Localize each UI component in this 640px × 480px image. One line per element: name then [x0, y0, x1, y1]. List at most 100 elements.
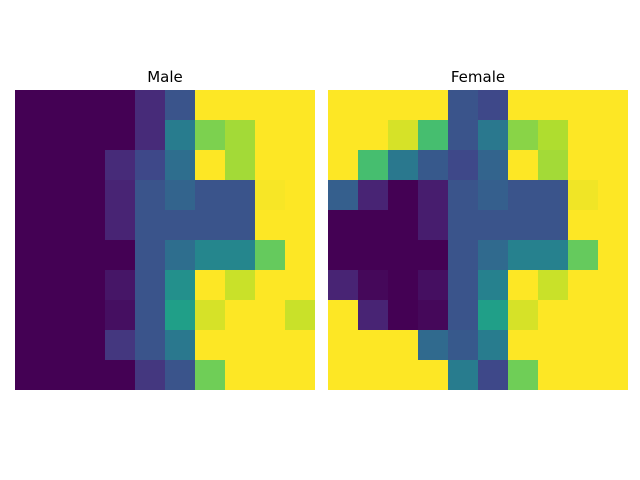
heatmap-cell-9-8 — [255, 360, 286, 390]
heatmap-cell-3-2 — [75, 180, 106, 211]
heatmap-cell-6-1 — [358, 270, 389, 301]
heatmap-cell-4-3 — [418, 210, 449, 241]
heatmap-cell-5-0 — [15, 240, 46, 271]
heatmap-cell-9-9 — [285, 360, 315, 390]
heatmap-cell-1-9 — [598, 120, 628, 151]
heatmap-cell-6-1 — [45, 270, 76, 301]
heatmap-cell-1-1 — [45, 120, 76, 151]
heatmap-cell-9-7 — [225, 360, 256, 390]
heatmap-cell-0-2 — [75, 90, 106, 121]
heatmap-cell-2-7 — [538, 150, 569, 181]
heatmap-cell-6-4 — [448, 270, 479, 301]
heatmap-cell-0-6 — [508, 90, 539, 121]
heatmap-cell-4-4 — [448, 210, 479, 241]
heatmap-cell-7-2 — [388, 300, 419, 331]
heatmap-cell-3-5 — [165, 180, 196, 211]
heatmap-cell-2-2 — [388, 150, 419, 181]
heatmap-cell-6-2 — [388, 270, 419, 301]
heatmap-cell-2-5 — [478, 150, 509, 181]
heatmap-cell-7-4 — [448, 300, 479, 331]
heatmap-cell-8-1 — [358, 330, 389, 361]
heatmap-cell-2-9 — [598, 150, 628, 181]
heatmap-cell-6-6 — [195, 270, 226, 301]
heatmap-cell-4-1 — [45, 210, 76, 241]
heatmap-cell-6-7 — [538, 270, 569, 301]
heatmap-cell-4-0 — [15, 210, 46, 241]
heatmap-cell-9-8 — [568, 360, 599, 390]
heatmap-cell-4-2 — [388, 210, 419, 241]
heatmap-cell-5-4 — [448, 240, 479, 271]
heatmap-cell-2-3 — [418, 150, 449, 181]
heatmap-cell-5-6 — [508, 240, 539, 271]
heatmap-cell-9-6 — [508, 360, 539, 390]
heatmap-cell-7-6 — [508, 300, 539, 331]
heatmap-cell-4-8 — [568, 210, 599, 241]
heatmap-cell-3-0 — [15, 180, 46, 211]
heatmap-cell-3-5 — [478, 180, 509, 211]
heatmap-cell-8-5 — [165, 330, 196, 361]
heatmap-cell-2-8 — [568, 150, 599, 181]
heatmap-cell-4-5 — [478, 210, 509, 241]
heatmap-cell-9-3 — [418, 360, 449, 390]
heatmap-cell-5-7 — [225, 240, 256, 271]
heatmap-cell-2-4 — [135, 150, 166, 181]
heatmap-cell-5-1 — [358, 240, 389, 271]
heatmap-cell-8-6 — [195, 330, 226, 361]
heatmap-cell-8-9 — [598, 330, 628, 361]
heatmap-cell-3-1 — [358, 180, 389, 211]
heatmap-cell-0-9 — [598, 90, 628, 121]
heatmap-cell-6-9 — [285, 270, 315, 301]
heatmap-cell-8-0 — [15, 330, 46, 361]
heatmap-cell-1-1 — [358, 120, 389, 151]
heatmap-cell-4-5 — [165, 210, 196, 241]
heatmap-cell-4-9 — [598, 210, 628, 241]
heatmap-cell-6-5 — [478, 270, 509, 301]
heatmap-cell-4-1 — [358, 210, 389, 241]
heatmap-cell-9-6 — [195, 360, 226, 390]
heatmap-cell-8-0 — [328, 330, 359, 361]
heatmap-cell-6-2 — [75, 270, 106, 301]
heatmap-cell-1-2 — [388, 120, 419, 151]
heatmap-cell-5-7 — [538, 240, 569, 271]
heatmap-cell-4-6 — [508, 210, 539, 241]
heatmap-cell-7-3 — [418, 300, 449, 331]
heatmap-cell-5-9 — [598, 240, 628, 271]
heatmap-cell-6-3 — [418, 270, 449, 301]
heatmap-cell-1-4 — [448, 120, 479, 151]
heatmap-cell-5-5 — [478, 240, 509, 271]
heatmap-cell-9-4 — [448, 360, 479, 390]
heatmap-cell-4-0 — [328, 210, 359, 241]
heatmap-cell-6-3 — [105, 270, 136, 301]
heatmap-cell-0-8 — [568, 90, 599, 121]
heatmap-cell-0-0 — [15, 90, 46, 121]
heatmap-cell-7-8 — [568, 300, 599, 331]
heatmap-cell-4-9 — [285, 210, 315, 241]
heatmap-cell-5-1 — [45, 240, 76, 271]
heatmap-cell-7-7 — [225, 300, 256, 331]
heatmap-cell-7-0 — [15, 300, 46, 331]
heatmap-cell-0-1 — [45, 90, 76, 121]
heatmap-cell-4-3 — [105, 210, 136, 241]
heatmap-cell-6-0 — [328, 270, 359, 301]
heatmap-cell-2-9 — [285, 150, 315, 181]
heatmap-cell-9-2 — [388, 360, 419, 390]
heatmap-cell-3-9 — [285, 180, 315, 211]
heatmap-cell-2-0 — [15, 150, 46, 181]
heatmap-cell-5-4 — [135, 240, 166, 271]
heatmap-cell-9-4 — [135, 360, 166, 390]
heatmap-cell-0-1 — [358, 90, 389, 121]
heatmap-cell-8-7 — [225, 330, 256, 361]
heatmap-cell-7-4 — [135, 300, 166, 331]
heatmap-cell-6-6 — [508, 270, 539, 301]
heatmap-cell-3-4 — [448, 180, 479, 211]
heatmap-cell-8-2 — [388, 330, 419, 361]
heatmap-cell-4-6 — [195, 210, 226, 241]
heatmap-cell-9-5 — [165, 360, 196, 390]
heatmap-cell-3-6 — [508, 180, 539, 211]
heatmap-cell-0-6 — [195, 90, 226, 121]
heatmap-cell-5-5 — [165, 240, 196, 271]
heatmap-cell-5-8 — [255, 240, 286, 271]
heatmap-cell-6-4 — [135, 270, 166, 301]
heatmap-cell-3-8 — [255, 180, 286, 211]
heatmap-cell-2-6 — [195, 150, 226, 181]
